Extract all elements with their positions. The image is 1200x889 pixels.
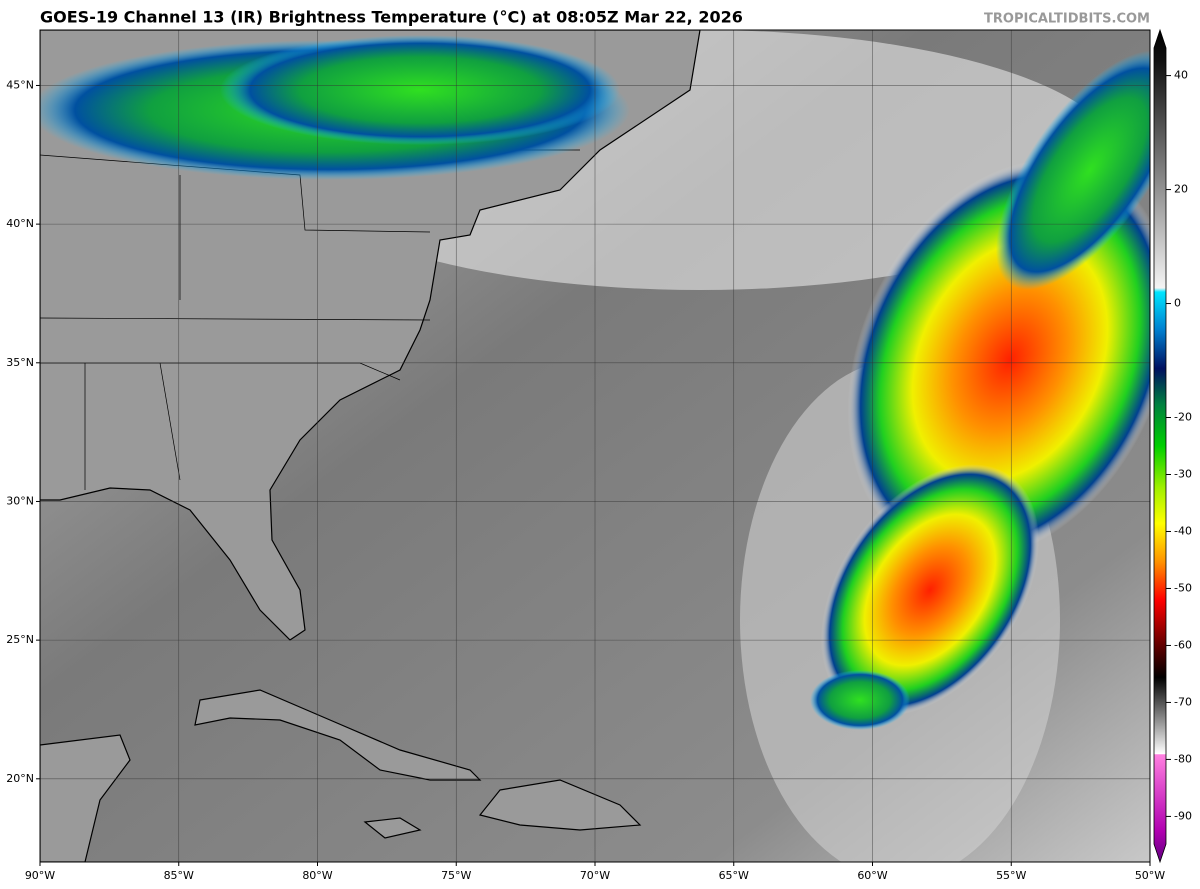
lon-label: 60°W: [857, 869, 887, 882]
lat-label: 40°N: [6, 217, 34, 230]
lon-label: 85°W: [164, 869, 194, 882]
lon-label: 75°W: [441, 869, 471, 882]
central-america: [40, 734, 131, 862]
title: GOES-19 Channel 13 (IR) Brightness Tempe…: [40, 8, 743, 27]
cloud-band: [220, 35, 620, 145]
storm: [847, 159, 1150, 561]
watermark: TROPICALTIDBITS.COM: [984, 12, 1150, 27]
colorbar-label: 0: [1174, 297, 1181, 310]
colorbar-label: 40: [1174, 69, 1188, 82]
lat-label: 25°N: [6, 633, 34, 646]
colorbar-label: 20: [1174, 183, 1188, 196]
colorbar-label: -40: [1174, 524, 1192, 537]
hispaniola: [478, 779, 642, 831]
land: [40, 30, 701, 641]
lat-label: 35°N: [6, 356, 34, 369]
colorbar-label: -60: [1174, 638, 1192, 651]
lon-label: 50°W: [1135, 869, 1165, 882]
cuba: [194, 689, 482, 781]
lat-label: 45°N: [6, 78, 34, 91]
colorbar-label: -20: [1174, 411, 1192, 424]
colorbar-label: -90: [1174, 809, 1192, 822]
lat-label: 30°N: [6, 494, 34, 507]
lon-label: 65°W: [719, 869, 749, 882]
colorbar: [1153, 28, 1167, 864]
storm: [995, 50, 1150, 290]
grid: [40, 30, 1150, 862]
lon-label: 70°W: [580, 869, 610, 882]
map: [40, 30, 1150, 862]
colorbar-label: -50: [1174, 581, 1192, 594]
colorbar-label: -70: [1174, 695, 1192, 708]
lon-label: 90°W: [25, 869, 55, 882]
lat-label: 20°N: [6, 772, 34, 785]
colorbar-label: -80: [1174, 752, 1192, 765]
storm: [810, 670, 910, 730]
lon-label: 55°W: [996, 869, 1026, 882]
colorbar-label: -30: [1174, 467, 1192, 480]
storm: [820, 464, 1040, 716]
ticks: 90°W 85°W 80°W 75°W 70°W 65°W 60°W 55°W 50°W 20°N…: [6, 69, 1192, 882]
lon-label: 80°W: [302, 869, 332, 882]
jamaica: [363, 817, 422, 839]
